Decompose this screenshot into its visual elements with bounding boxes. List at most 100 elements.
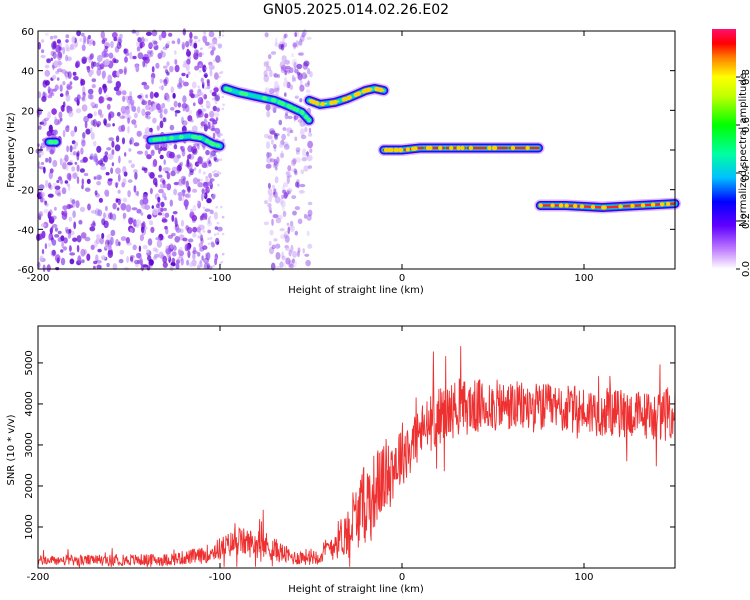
noise-speck	[106, 147, 112, 151]
noise-speck	[210, 50, 215, 56]
noise-speck	[284, 65, 291, 70]
noise-speck	[202, 245, 208, 250]
noise-speck	[211, 91, 217, 97]
noise-speck	[145, 111, 151, 116]
noise-speck	[202, 160, 206, 164]
noise-speck	[136, 252, 141, 259]
noise-speck	[141, 228, 147, 236]
noise-speck	[286, 222, 290, 226]
noise-speck	[307, 201, 313, 206]
noise-speck	[65, 72, 68, 80]
noise-speck	[208, 215, 212, 219]
colorbar-gradient	[712, 29, 736, 269]
noise-speck	[287, 115, 293, 120]
noise-speck	[73, 221, 77, 230]
noise-speck	[200, 47, 203, 50]
noise-speck	[205, 175, 209, 179]
noise-speck	[127, 95, 133, 101]
y-tick-label: 2000	[24, 473, 35, 498]
noise-speck	[275, 243, 281, 249]
noise-speck	[69, 44, 74, 51]
noise-speck	[279, 61, 286, 69]
noise-speck	[88, 40, 92, 47]
noise-speck	[81, 178, 85, 186]
noise-speck	[205, 101, 211, 109]
noise-speck	[172, 92, 176, 99]
noise-speck	[139, 234, 144, 242]
spectral-blob	[525, 145, 530, 151]
noise-speck	[90, 61, 94, 69]
noise-speck	[40, 54, 46, 59]
noise-speck	[208, 31, 215, 38]
noise-speck	[198, 242, 203, 249]
noise-speck	[169, 65, 174, 73]
noise-speck	[193, 94, 199, 98]
noise-speck	[50, 226, 54, 230]
noise-speck	[289, 67, 294, 74]
noise-speck	[117, 174, 121, 182]
noise-speck	[214, 253, 218, 261]
noise-speck	[218, 135, 221, 139]
noise-speck	[290, 53, 295, 58]
noise-speck	[205, 72, 208, 75]
noise-speck	[112, 202, 117, 210]
noise-speck	[219, 59, 222, 63]
noise-speck	[197, 162, 201, 166]
noise-speck	[123, 66, 128, 75]
noise-speck	[104, 45, 109, 50]
noise-speck	[57, 192, 62, 197]
noise-speck	[181, 103, 188, 109]
noise-speck	[45, 32, 49, 37]
spectral-blob	[224, 86, 229, 92]
spectrogram-y-label: Frequency (Hz)	[6, 112, 17, 188]
noise-speck	[274, 86, 280, 91]
snr-x-label: Height of straight line (km)	[288, 584, 424, 595]
noise-speck	[69, 81, 73, 86]
noise-speck	[116, 41, 122, 50]
noise-speck	[211, 52, 215, 56]
noise-speck	[141, 203, 147, 209]
noise-speck	[203, 94, 208, 100]
noise-speck	[293, 168, 298, 174]
noise-speck	[278, 119, 283, 126]
noise-speck	[104, 205, 108, 212]
noise-speck	[185, 193, 192, 199]
noise-speck	[201, 255, 204, 261]
noise-speck	[209, 237, 213, 240]
noise-speck	[220, 133, 223, 136]
noise-speck	[280, 150, 284, 158]
y-tick-label: 3000	[24, 432, 35, 457]
noise-speck	[171, 40, 176, 44]
noise-speck	[307, 68, 311, 75]
noise-speck	[207, 188, 210, 191]
noise-speck	[184, 104, 190, 113]
noise-speck	[72, 172, 77, 180]
noise-speck	[197, 39, 201, 42]
noise-speck	[80, 232, 87, 239]
x-tick-label: 100	[574, 273, 593, 284]
noise-speck	[294, 32, 298, 37]
y-tick-label: -20	[18, 186, 34, 197]
noise-speck	[180, 228, 184, 234]
noise-speck	[309, 148, 313, 153]
noise-speck	[65, 94, 71, 102]
noise-speck	[217, 93, 220, 96]
noise-speck	[199, 260, 202, 265]
spectral-blob	[491, 145, 497, 151]
noise-speck	[202, 217, 206, 221]
noise-speck	[60, 235, 65, 242]
noise-speck	[209, 151, 215, 158]
noise-speck	[81, 104, 88, 112]
noise-speck	[306, 151, 309, 157]
noise-speck	[303, 165, 309, 172]
noise-speck	[59, 157, 63, 166]
noise-speck	[82, 132, 86, 139]
noise-speck	[168, 151, 175, 159]
noise-speck	[158, 188, 164, 194]
noise-speck	[114, 144, 121, 152]
noise-speck	[139, 41, 145, 48]
noise-speck	[295, 147, 301, 153]
noise-speck	[293, 61, 297, 70]
noise-speck	[144, 150, 148, 157]
noise-speck	[132, 55, 137, 60]
